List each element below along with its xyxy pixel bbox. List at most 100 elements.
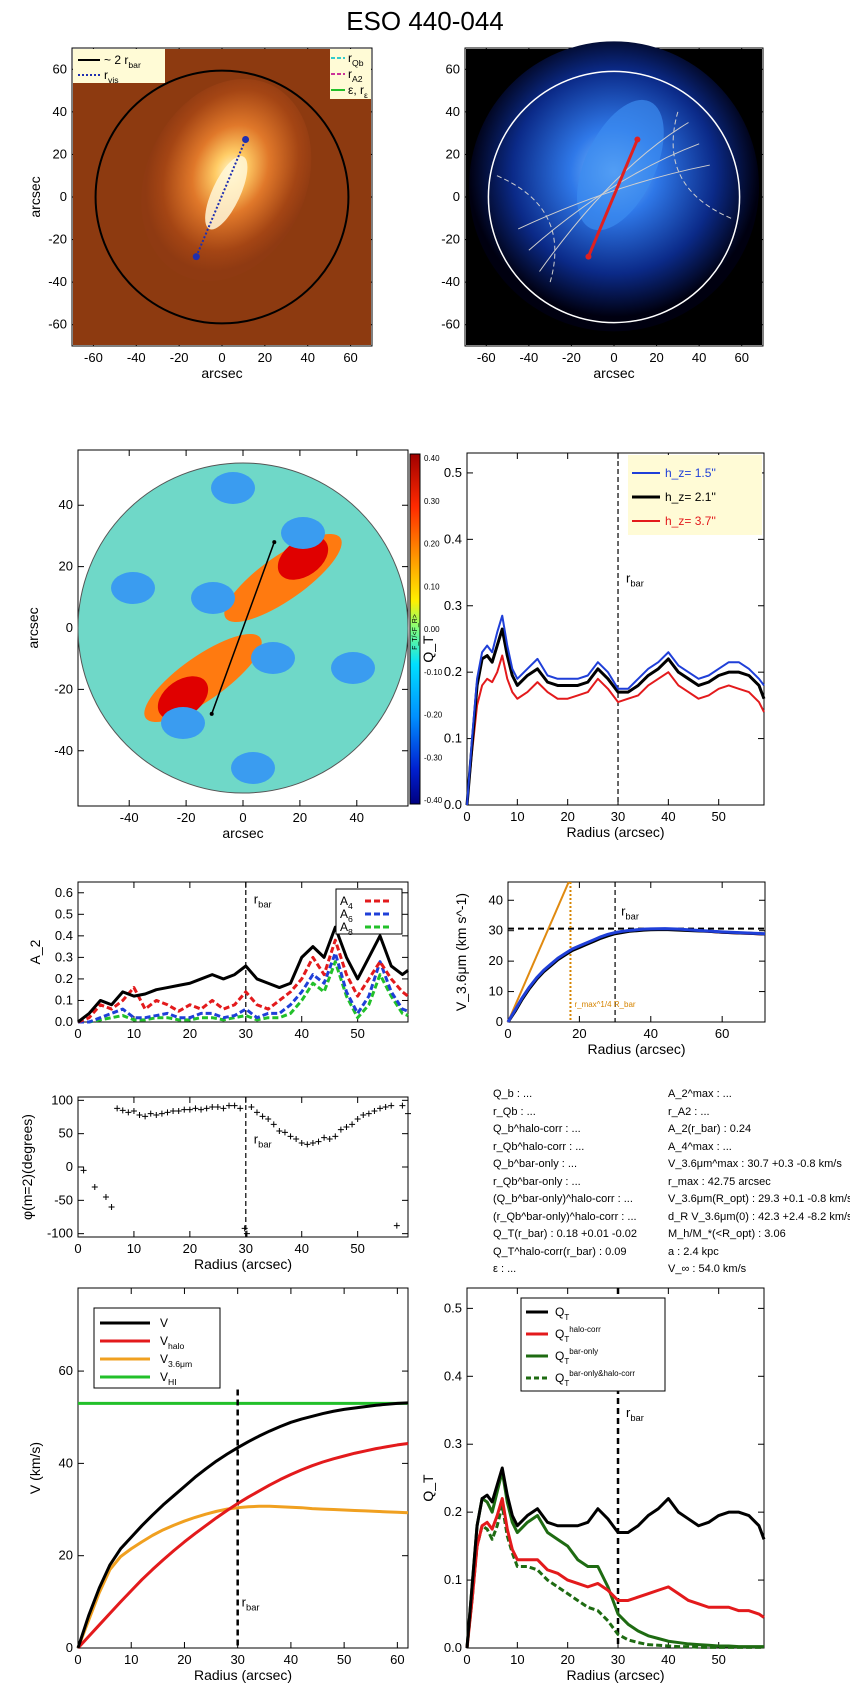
- phase-point: [181, 1106, 188, 1113]
- plot-frame: [77, 881, 409, 1023]
- y-tick-label: 0.3: [444, 1436, 462, 1451]
- panel-2-image: -60 -40 -20 0 20 40 60 -60 -40 -20 0 20 40 60 arcsec: [441, 41, 764, 381]
- y-tick-label: 0.2: [444, 1504, 462, 1519]
- y-tick-label: 40: [59, 497, 73, 512]
- y-tick-label: -60: [441, 317, 460, 332]
- phase-point: [326, 1136, 333, 1142]
- y-axis-label: V_3.6μm (km s^-1): [453, 893, 469, 1011]
- y-axis-label: arcsec: [27, 176, 43, 217]
- colorbar-tick-label: -0.40: [424, 796, 443, 805]
- rbar-label: rbar: [626, 1405, 644, 1423]
- x-tick-label: 50: [350, 1026, 364, 1041]
- colorbar-tick-label: -0.20: [424, 711, 443, 720]
- x-tick-label: -20: [177, 810, 196, 825]
- contour-line: [518, 164, 710, 230]
- x-tick-label: 0: [74, 1652, 81, 1667]
- x-tick-label: 30: [230, 1652, 244, 1667]
- x-tick-label: 0: [74, 1026, 81, 1041]
- y-tick-label: 0.0: [444, 1640, 462, 1655]
- rbar-label: rbar: [254, 892, 272, 910]
- x-tick-label: 40: [300, 350, 314, 365]
- y-axis-label: φ(m=2)(degrees): [19, 1114, 35, 1220]
- y-tick-label: 40: [53, 104, 67, 119]
- phase-point: [259, 1113, 266, 1120]
- y-tick-label: 0: [453, 189, 460, 204]
- rbar-label: rbar: [242, 1594, 260, 1612]
- series-line: [506, 927, 766, 1023]
- negative-lobe: [331, 652, 375, 684]
- plot-frame: [77, 1287, 409, 1649]
- y-tick-label: 20: [59, 559, 73, 574]
- x-tick-label: 30: [611, 1652, 625, 1667]
- negative-lobe: [251, 642, 295, 674]
- x-tick-label: 10: [510, 1652, 524, 1667]
- colorbar-tick-label: -0.10: [424, 668, 443, 677]
- plot-frame: [507, 881, 766, 1023]
- y-tick-label: 0.1: [444, 731, 462, 746]
- y-tick-label: 60: [446, 61, 460, 76]
- param-line: Q_b^halo-corr : ...: [493, 1123, 581, 1135]
- phase-point: [209, 1104, 216, 1110]
- phase-point: [114, 1105, 121, 1112]
- y-tick-label: 0.4: [444, 531, 462, 546]
- legend-label: A6: [340, 907, 353, 924]
- param-line: d_R V_3.6μm(0) : 42.3 +2.4 -8.2 km/s/kpc: [668, 1210, 850, 1223]
- legend-label: QTbar-only&halo-corr: [555, 1369, 635, 1388]
- x-tick-label: 0: [463, 1652, 470, 1667]
- x-tick-label: 30: [239, 1241, 253, 1256]
- x-axis-label: arcsec: [201, 365, 242, 381]
- phase-point: [265, 1116, 272, 1122]
- slope-line: [507, 881, 570, 1023]
- param-line: r_max : 42.75 arcsec: [668, 1175, 771, 1188]
- colorbar: 0.40 0.30 0.20 0.10 0.00 -0.10 -0.20 -0.30 -0.40…: [409, 453, 443, 805]
- phase-point: [231, 1102, 238, 1109]
- y-tick-label: -40: [54, 743, 73, 758]
- x-tick-label: -20: [562, 350, 581, 365]
- phase-point: [80, 1167, 87, 1174]
- negative-lobe: [231, 752, 275, 784]
- x-tick-label: 10: [127, 1241, 141, 1256]
- panel-10-qt: 0 10 20 30 40 50 0.0 0.1 0.2 0.3 0.4 0.5 Radius (arc…: [420, 1287, 766, 1683]
- x-axis-label: Radius (arcsec): [566, 824, 664, 840]
- colorbar-tick-label: 0.40: [424, 454, 440, 463]
- series-line: [77, 938, 409, 1024]
- phase-point: [253, 1109, 260, 1116]
- x-axis-label: Radius (arcsec): [566, 1667, 664, 1683]
- y-tick-label: 20: [59, 1548, 73, 1563]
- legend-label: QT: [555, 1305, 569, 1322]
- phase-point: [349, 1121, 356, 1128]
- param-line: ε : ...: [493, 1263, 517, 1275]
- y-tick-label: 0: [66, 1640, 73, 1655]
- x-tick-label: 40: [294, 1241, 308, 1256]
- x-tick-label: 20: [572, 1026, 586, 1041]
- phase-point: [321, 1134, 328, 1141]
- x-axis-label: arcsec: [222, 825, 263, 841]
- y-tick-label: 0: [496, 1014, 503, 1029]
- y-axis-label: Q_T: [420, 635, 436, 663]
- contour-line: [539, 122, 689, 272]
- x-tick-label: 0: [74, 1241, 81, 1256]
- phase-point: [248, 1104, 255, 1110]
- phase-point: [393, 1222, 400, 1229]
- y-tick-label: 30: [489, 923, 503, 938]
- series-line: [76, 1401, 409, 1649]
- x-tick-label: -40: [519, 350, 538, 365]
- legend-label: ~ 2 rbar: [104, 53, 141, 70]
- page-title: ESO 440-044: [346, 6, 504, 36]
- rbar-label: rbar: [254, 1132, 272, 1150]
- phase-point: [203, 1105, 210, 1112]
- x-tick-label: 40: [294, 1026, 308, 1041]
- negative-lobe: [191, 582, 235, 614]
- negative-lobe: [111, 572, 155, 604]
- y-tick-label: 100: [51, 1092, 73, 1107]
- x-tick-label: 60: [734, 350, 748, 365]
- phase-point: [136, 1112, 143, 1118]
- phase-point: [147, 1110, 154, 1117]
- phase-point: [332, 1133, 339, 1140]
- contour-line-dashed: [672, 111, 732, 219]
- x-tick-label: 60: [390, 1652, 404, 1667]
- bar-endpoint: [209, 711, 214, 716]
- y-tick-label: 40: [59, 1455, 73, 1470]
- x-tick-label: 60: [715, 1026, 729, 1041]
- y-tick-label: 10: [489, 984, 503, 999]
